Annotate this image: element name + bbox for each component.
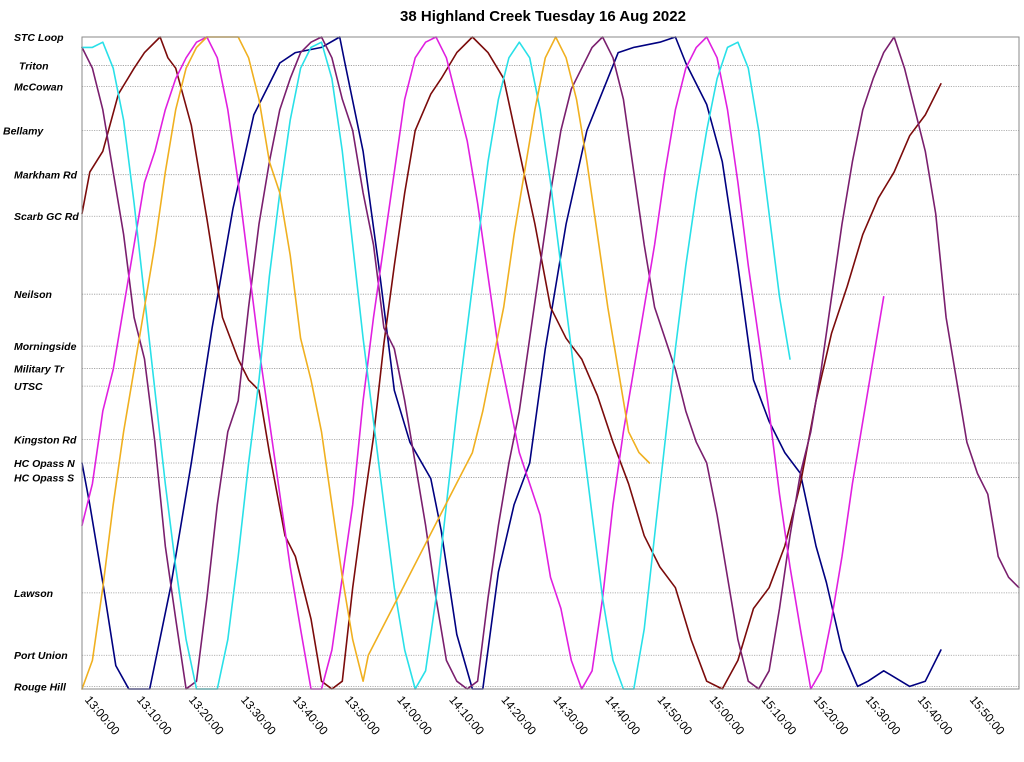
stop-label: Rouge Hill xyxy=(14,681,67,693)
stop-labels: STC Loop Triton McCowan Bellamy Markham Rd Sc… xyxy=(3,32,79,693)
trip-line xyxy=(81,36,942,690)
x-tick-label: 14:40:00 xyxy=(603,693,644,738)
trip-line xyxy=(81,36,942,690)
x-tick-label: 15:20:00 xyxy=(811,693,852,738)
stop-label: UTSC xyxy=(14,381,43,393)
x-tick-label: 13:30:00 xyxy=(238,693,279,738)
stop-label: Morningside xyxy=(14,341,77,353)
trip-line xyxy=(81,36,885,690)
stop-label: Bellamy xyxy=(3,126,44,138)
trip-line xyxy=(81,41,791,690)
trip-line xyxy=(81,36,1020,690)
stop-label: Port Union xyxy=(14,650,68,662)
stop-label: Lawson xyxy=(14,588,53,600)
stop-label: McCowan xyxy=(14,81,63,93)
stop-label: Triton xyxy=(19,61,49,73)
stop-label: STC Loop xyxy=(14,32,64,44)
grid-lines xyxy=(82,36,1019,687)
trip-line xyxy=(81,36,651,690)
stop-label: Kingston Rd xyxy=(14,435,77,447)
stop-label: Scarb GC Rd xyxy=(14,211,79,223)
x-tick-label: 14:10:00 xyxy=(446,693,487,738)
stop-label: Neilson xyxy=(14,289,52,301)
x-tick-label: 13:00:00 xyxy=(82,693,123,738)
x-tick-label: 14:50:00 xyxy=(655,693,696,738)
x-tick-label: 15:30:00 xyxy=(863,693,904,738)
x-tick-label: 13:10:00 xyxy=(134,693,175,738)
x-tick-label: 14:20:00 xyxy=(498,693,539,738)
stop-label: Military Tr xyxy=(14,363,65,375)
x-tick-label: 15:50:00 xyxy=(967,693,1008,738)
stop-label: Markham Rd xyxy=(14,170,78,182)
x-tick-label: 15:40:00 xyxy=(915,693,956,738)
x-tick-label: 15:00:00 xyxy=(707,693,748,738)
x-tick-label: 15:10:00 xyxy=(759,693,800,738)
x-tick-label: 13:40:00 xyxy=(290,693,331,738)
trip-lines xyxy=(81,36,1020,690)
plot-frame xyxy=(81,36,1020,690)
x-tick-label: 14:00:00 xyxy=(394,693,435,738)
x-tick-label: 13:20:00 xyxy=(186,693,227,738)
x-tick-label: 13:50:00 xyxy=(342,693,383,738)
x-tick-labels: 13:00:00 13:10:00 13:20:00 13:30:00 13:40:00… xyxy=(82,693,1008,738)
x-tick-label: 14:30:00 xyxy=(550,693,591,738)
stop-label: HC Opass S xyxy=(14,473,74,485)
stop-label: HC Opass N xyxy=(14,458,75,470)
chart-title: 38 Highland Creek Tuesday 16 Aug 2022 xyxy=(400,8,686,25)
